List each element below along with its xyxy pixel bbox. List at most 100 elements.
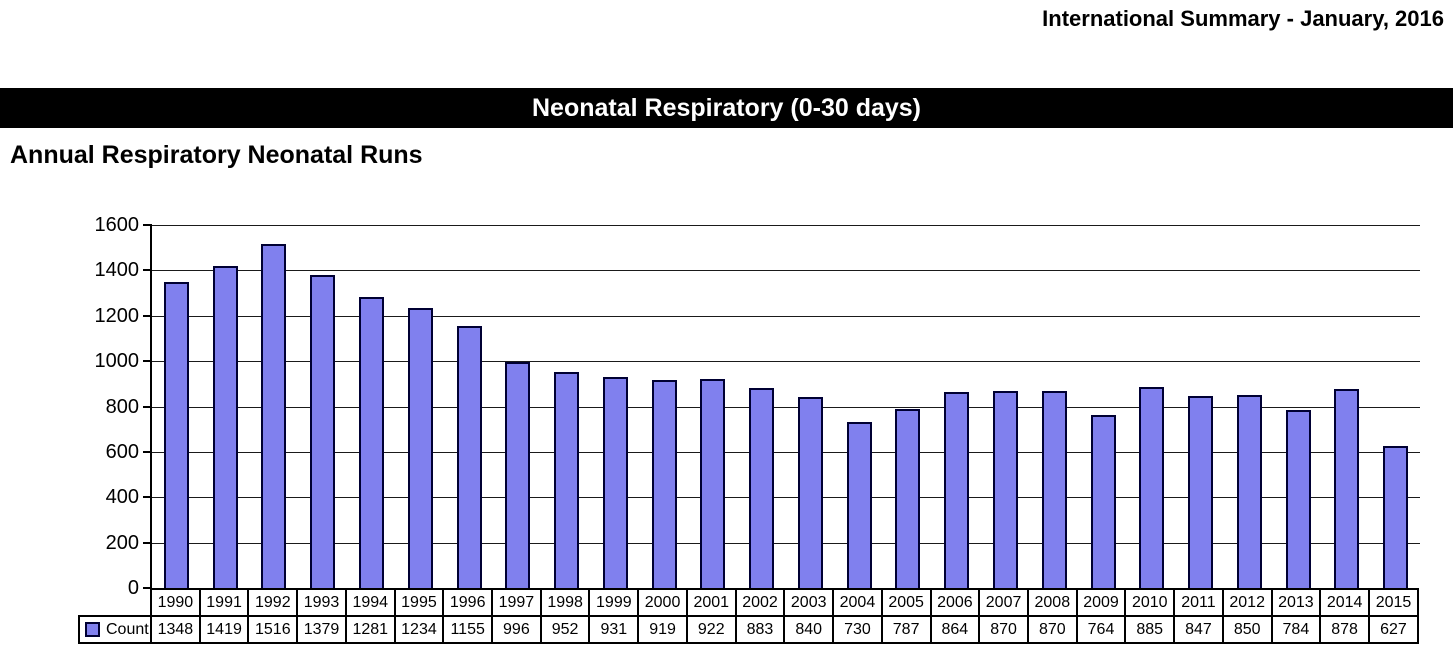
year-cell-2001: 2001 — [685, 588, 737, 617]
year-header-row: 1990 1991 1992 1993 1994 1995 1996 1997 1998 1999… — [79, 588, 1420, 617]
count-cell-2005: 787 — [880, 615, 932, 644]
bar-2003 — [797, 397, 823, 588]
count-cell-2011: 847 — [1173, 615, 1224, 644]
y-axis-label: 200 — [105, 531, 139, 554]
bar-1990 — [163, 282, 189, 588]
year-cell-2006: 2006 — [929, 588, 981, 617]
count-cell-1999: 931 — [588, 615, 640, 644]
year-cell-2008: 2008 — [1026, 588, 1078, 617]
y-axis-label: 1400 — [94, 259, 140, 282]
count-cell-2000: 919 — [637, 615, 688, 644]
year-cell-2007: 2007 — [978, 588, 1029, 617]
count-cell-1997: 996 — [491, 615, 542, 644]
count-cell-1994: 1281 — [344, 615, 396, 644]
y-axis-label: 400 — [105, 486, 139, 509]
year-cell-2013: 2013 — [1270, 588, 1322, 617]
report-header-title: International Summary - January, 2016 — [1042, 6, 1444, 31]
year-cell-2014: 2014 — [1319, 588, 1370, 617]
bar-1993 — [310, 275, 336, 588]
year-cell-1996: 1996 — [442, 588, 494, 617]
bar-2001 — [700, 378, 726, 588]
y-axis-tick — [143, 405, 152, 408]
bar-1998 — [554, 372, 580, 588]
y-axis-label: 0 — [127, 577, 139, 599]
bar-2015 — [1383, 445, 1409, 588]
count-cell-1996: 1155 — [442, 615, 494, 644]
year-cell-1994: 1994 — [344, 588, 396, 617]
y-axis-tick — [143, 360, 152, 363]
bar-1999 — [602, 376, 628, 588]
table-corner-spacer — [79, 589, 151, 616]
count-cell-1992: 1516 — [247, 615, 299, 644]
count-cell-2001: 922 — [685, 615, 737, 644]
y-axis-tick — [143, 541, 152, 544]
year-cell-1993: 1993 — [296, 588, 347, 617]
y-axis-label: 1200 — [94, 304, 140, 327]
year-cell-2002: 2002 — [734, 588, 786, 617]
count-cell-2015: 627 — [1367, 615, 1420, 644]
count-cell-2010: 885 — [1124, 615, 1176, 644]
gridline-1400 — [152, 270, 1420, 272]
bar-2000 — [651, 379, 677, 588]
bar-2009 — [1090, 414, 1116, 588]
gridline-800 — [152, 406, 1420, 408]
banner-title: Neonatal Respiratory (0-30 days) — [531, 93, 922, 122]
bar-2008 — [1041, 390, 1067, 588]
count-cell-2012: 850 — [1221, 615, 1273, 644]
year-cell-1990: 1990 — [150, 588, 201, 617]
count-cell-2004: 730 — [832, 615, 883, 644]
y-axis-tick — [143, 496, 152, 499]
year-cell-2010: 2010 — [1124, 588, 1176, 617]
gridline-200 — [152, 542, 1420, 544]
legend-cell: Count — [78, 615, 152, 644]
bar-2012 — [1236, 395, 1262, 588]
year-cell-1997: 1997 — [491, 588, 542, 617]
year-cell-1992: 1992 — [247, 588, 299, 617]
gridline-1200 — [152, 315, 1420, 317]
year-cell-1991: 1991 — [198, 588, 250, 617]
count-cell-1995: 1234 — [393, 615, 445, 644]
count-cell-2013: 784 — [1270, 615, 1322, 644]
year-cell-2009: 2009 — [1075, 588, 1127, 617]
count-cell-2009: 764 — [1075, 615, 1127, 644]
year-cell-2000: 2000 — [637, 588, 688, 617]
year-cell-2012: 2012 — [1221, 588, 1273, 617]
year-cell-2011: 2011 — [1173, 588, 1224, 617]
bar-2010 — [1139, 387, 1165, 588]
year-cell-2015: 2015 — [1367, 588, 1420, 617]
count-series-swatch-icon — [85, 622, 100, 637]
y-axis-label: 600 — [105, 440, 139, 463]
bar-1997 — [505, 362, 531, 588]
bar-2006 — [944, 391, 970, 588]
bar-1996 — [456, 325, 482, 588]
gridline-600 — [152, 451, 1420, 453]
chart-title: Annual Respiratory Neonatal Runs — [10, 141, 423, 169]
count-cell-2014: 878 — [1319, 615, 1370, 644]
bar-1995 — [407, 308, 433, 588]
count-cell-2007: 870 — [978, 615, 1029, 644]
y-axis-tick — [143, 314, 152, 317]
bar-2002 — [749, 387, 775, 588]
count-cell-2003: 840 — [783, 615, 835, 644]
count-cell-2008: 870 — [1026, 615, 1078, 644]
year-cell-1998: 1998 — [539, 588, 591, 617]
legend-label: Count — [106, 620, 149, 638]
y-axis-label: 1000 — [94, 350, 140, 373]
count-cell-1990: 1348 — [150, 615, 201, 644]
y-axis-tick — [143, 269, 152, 272]
y-axis-tick — [143, 587, 152, 589]
year-cell-1999: 1999 — [588, 588, 640, 617]
count-cell-2002: 883 — [734, 615, 786, 644]
year-cell-2005: 2005 — [880, 588, 932, 617]
y-axis-tick — [143, 450, 152, 453]
count-value-row: Count 1348 1419 1516 1379 1281 1234 1155 996 952… — [78, 615, 1420, 644]
y-axis-label: 800 — [105, 395, 139, 418]
bar-1994 — [358, 297, 384, 588]
gridline-1600 — [152, 225, 1420, 226]
bar-1991 — [212, 266, 238, 588]
count-cell-1998: 952 — [539, 615, 591, 644]
gridline-1000 — [152, 361, 1420, 363]
year-cell-2004: 2004 — [832, 588, 883, 617]
bar-2004 — [846, 422, 872, 588]
